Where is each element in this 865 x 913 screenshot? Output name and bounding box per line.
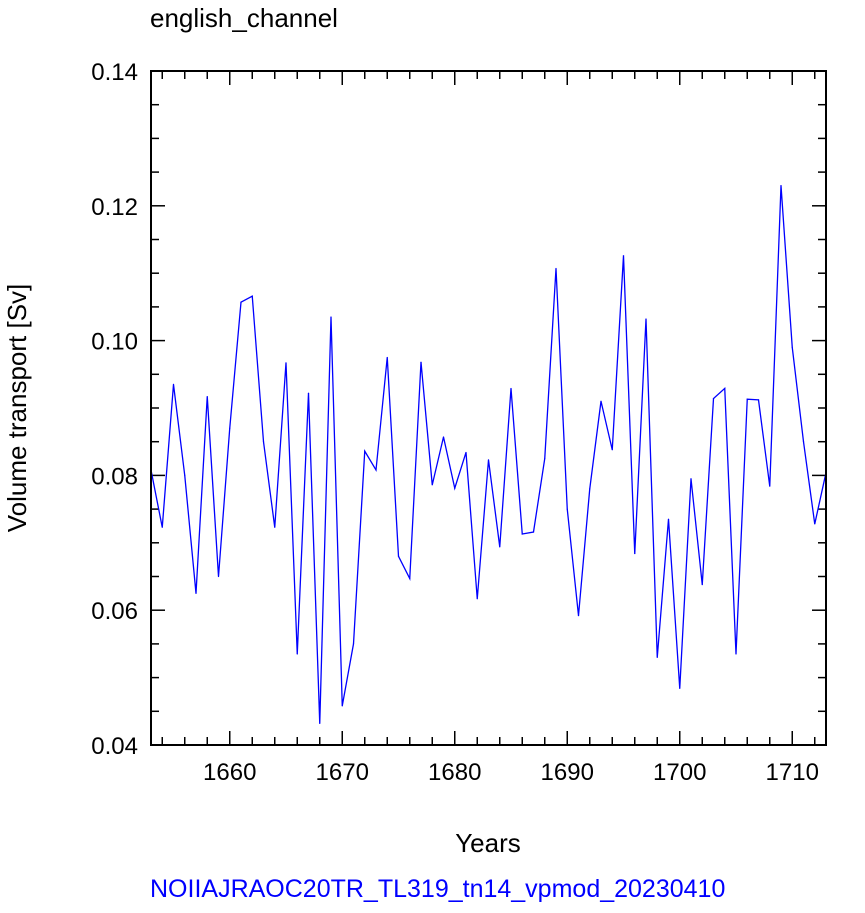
data-point	[577, 614, 580, 617]
data-point	[487, 459, 490, 461]
x-tick-labels: 1660 1670 1680 1690 1700 1710	[203, 759, 819, 786]
x-tick-label: 1690	[541, 759, 594, 786]
data-point	[611, 449, 613, 451]
data-point	[161, 526, 163, 528]
data-point	[802, 441, 805, 443]
data-point	[791, 346, 793, 348]
y-tick-label: 0.10	[91, 329, 138, 356]
data-point	[206, 395, 208, 398]
series-line	[150, 185, 827, 724]
data-point	[544, 457, 546, 460]
data-point	[319, 722, 321, 725]
data-point	[780, 184, 782, 187]
major-ticks	[151, 70, 826, 746]
y-tick-label: 0.08	[91, 463, 138, 490]
data-point	[701, 583, 703, 586]
data-point	[184, 474, 186, 476]
data-point	[274, 526, 276, 528]
x-tick-label: 1660	[203, 759, 256, 786]
series-layer	[150, 184, 827, 725]
data-point	[330, 316, 332, 318]
data-point	[656, 656, 658, 658]
data-point	[375, 469, 377, 471]
data-point	[712, 397, 715, 400]
y-axis-label: Volume transport [Sv]	[2, 284, 32, 533]
data-point	[521, 533, 523, 535]
data-point	[341, 705, 343, 707]
data-point	[679, 687, 681, 689]
data-point	[364, 450, 366, 452]
data-point	[217, 575, 220, 578]
data-point	[510, 387, 512, 390]
data-point	[262, 441, 265, 443]
x-tick-label: 1670	[316, 759, 369, 786]
data-point	[757, 399, 760, 401]
footer-label: NOIIAJRAOC20TR_TL319_tn14_vpmod_20230410	[150, 875, 725, 903]
data-point	[622, 255, 625, 257]
data-point	[420, 361, 422, 363]
data-point	[746, 398, 748, 400]
data-point	[386, 356, 388, 359]
data-point	[240, 301, 242, 303]
data-point	[600, 400, 602, 402]
data-point	[195, 592, 197, 594]
y-tick-label: 0.14	[91, 59, 138, 86]
chart-title: english_channel	[150, 3, 338, 33]
data-point	[735, 653, 737, 655]
data-point	[476, 598, 478, 600]
data-point	[454, 487, 456, 489]
data-point	[442, 436, 445, 438]
data-point	[814, 523, 816, 525]
data-point	[431, 484, 433, 486]
y-tick-labels: 0.04 0.06 0.08 0.10 0.12 0.14	[91, 59, 138, 760]
data-point	[667, 518, 670, 520]
data-point	[634, 552, 636, 555]
x-tick-label: 1710	[766, 759, 819, 786]
x-tick-label: 1680	[428, 759, 481, 786]
y-tick-label: 0.04	[91, 733, 138, 760]
data-point	[397, 555, 400, 557]
data-point	[285, 362, 287, 364]
minor-ticks	[151, 71, 826, 745]
y-tick-label: 0.06	[91, 598, 138, 625]
data-point	[409, 577, 411, 580]
data-point	[769, 485, 771, 487]
data-point	[645, 318, 647, 320]
data-point	[229, 427, 231, 429]
data-point	[589, 488, 591, 490]
data-point	[465, 451, 467, 454]
data-point	[532, 531, 535, 533]
data-point	[690, 478, 692, 480]
data-point	[172, 383, 175, 386]
y-tick-label: 0.12	[91, 194, 138, 221]
x-axis-label: Years	[455, 828, 521, 858]
data-point	[296, 653, 298, 655]
data-point	[352, 643, 355, 645]
data-point	[251, 295, 253, 297]
data-point	[566, 508, 568, 510]
x-tick-label: 1700	[653, 759, 706, 786]
data-point	[499, 546, 501, 548]
data-point	[724, 387, 726, 390]
data-point	[555, 267, 557, 270]
data-point	[307, 392, 310, 394]
plot-frame	[150, 70, 827, 746]
